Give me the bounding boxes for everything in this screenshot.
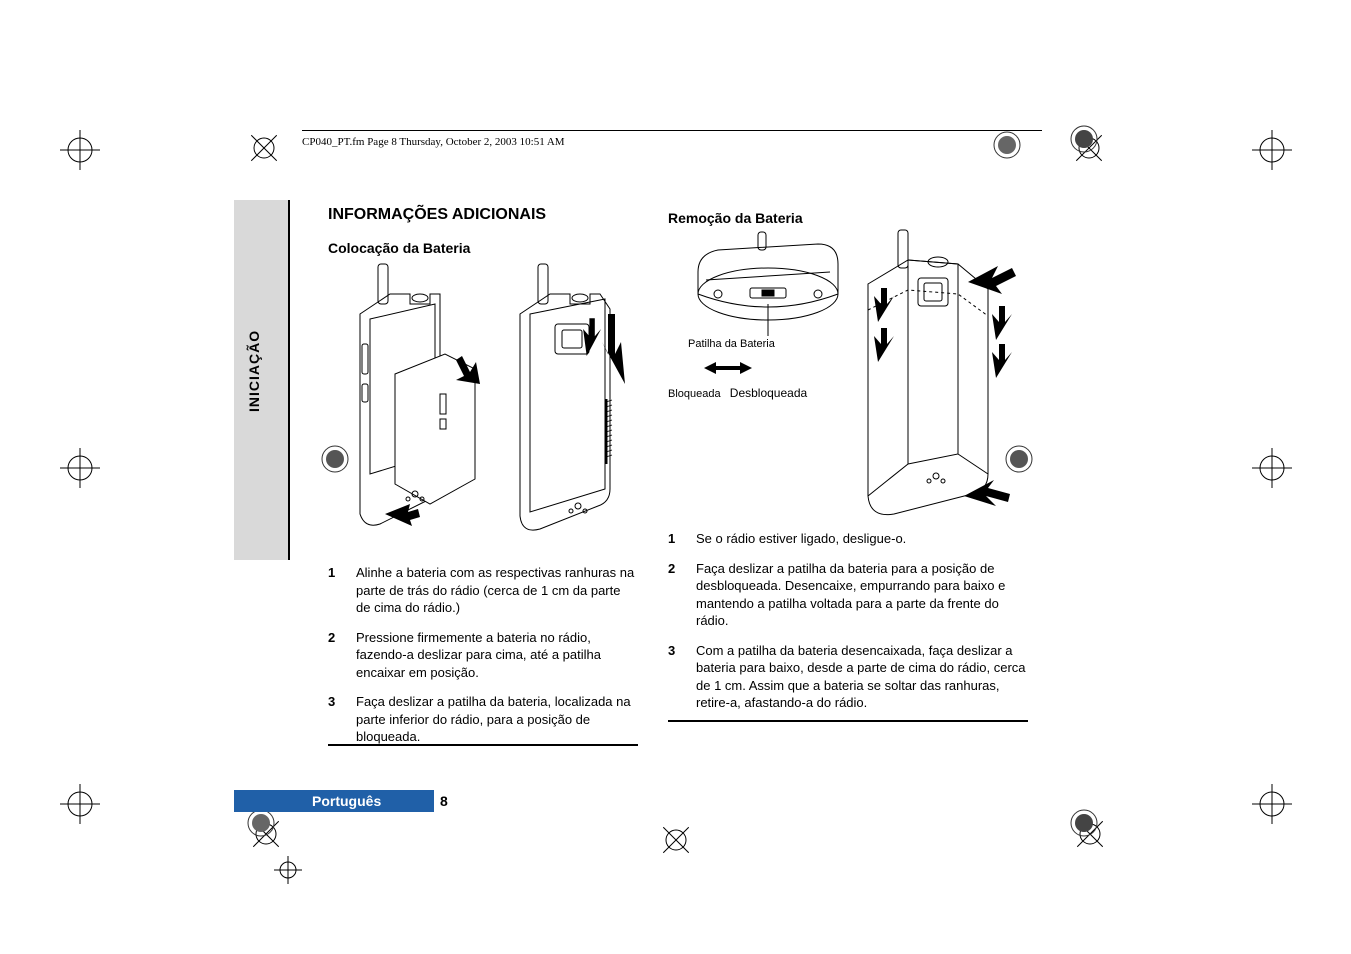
color-registration-icon [1069, 124, 1099, 154]
footer-language-label: Português [312, 793, 381, 809]
registration-mark-icon [60, 448, 100, 488]
registration-mark-icon [1252, 448, 1292, 488]
list-item: 1Alinhe a bateria com as respectivas ran… [328, 564, 638, 617]
step-text: Faça deslizar a patilha da bateria para … [696, 560, 1028, 630]
remove-steps-list: 1Se o rádio estiver ligado, desligue-o. … [668, 530, 1028, 724]
sidebar-section-label: INICIAÇÃO [246, 330, 262, 412]
page-number: 8 [440, 793, 448, 809]
registration-mark-icon [1252, 784, 1292, 824]
step-text: Alinhe a bateria com as respectivas ranh… [356, 564, 638, 617]
battery-attach-illustration [340, 254, 640, 554]
registration-mark-icon [1252, 130, 1292, 170]
lock-direction-arrow-icon [704, 360, 752, 376]
registration-mark-icon [60, 784, 100, 824]
step-number: 1 [328, 564, 356, 617]
page-main-heading: INFORMAÇÕES ADICIONAIS [328, 206, 546, 224]
step-number: 1 [668, 530, 696, 548]
registration-cross-icon [236, 120, 293, 177]
list-item: 2Faça deslizar a patilha da bateria para… [668, 560, 1028, 630]
lock-state-labels: Bloqueada Desbloqueada [668, 386, 807, 400]
step-number: 2 [668, 560, 696, 630]
unlocked-label: Desbloqueada [730, 386, 807, 400]
header-rule [302, 130, 1042, 131]
step-number: 3 [668, 642, 696, 712]
step-number: 3 [328, 693, 356, 746]
list-item: 3Faça deslizar a patilha da bateria, loc… [328, 693, 638, 746]
list-item: 1Se o rádio estiver ligado, desligue-o. [668, 530, 1028, 548]
sidebar-tab [234, 200, 290, 560]
registration-cross-icon [648, 812, 705, 869]
color-registration-icon [1069, 808, 1099, 838]
step-text: Se o rádio estiver ligado, desligue-o. [696, 530, 1028, 548]
header-file-info: CP040_PT.fm Page 8 Thursday, October 2, … [302, 136, 565, 148]
battery-latch-label: Patilha da Bateria [688, 338, 775, 350]
section-divider [328, 744, 638, 746]
step-text: Faça deslizar a patilha da bateria, loca… [356, 693, 638, 746]
registration-mark-small-icon [268, 850, 308, 890]
list-item: 2Pressione firmemente a bateria no rádio… [328, 629, 638, 682]
section-divider [668, 720, 1028, 722]
step-number: 2 [328, 629, 356, 682]
attach-steps-list: 1Alinhe a bateria com as respectivas ran… [328, 564, 638, 758]
list-item: 3Com a patilha da bateria desencaixada, … [668, 642, 1028, 712]
color-registration-icon [246, 808, 276, 838]
locked-label: Bloqueada [668, 388, 721, 400]
step-text: Pressione firmemente a bateria no rádio,… [356, 629, 638, 682]
color-registration-icon [992, 130, 1022, 160]
step-text: Com a patilha da bateria desencaixada, f… [696, 642, 1028, 712]
registration-mark-icon [60, 130, 100, 170]
